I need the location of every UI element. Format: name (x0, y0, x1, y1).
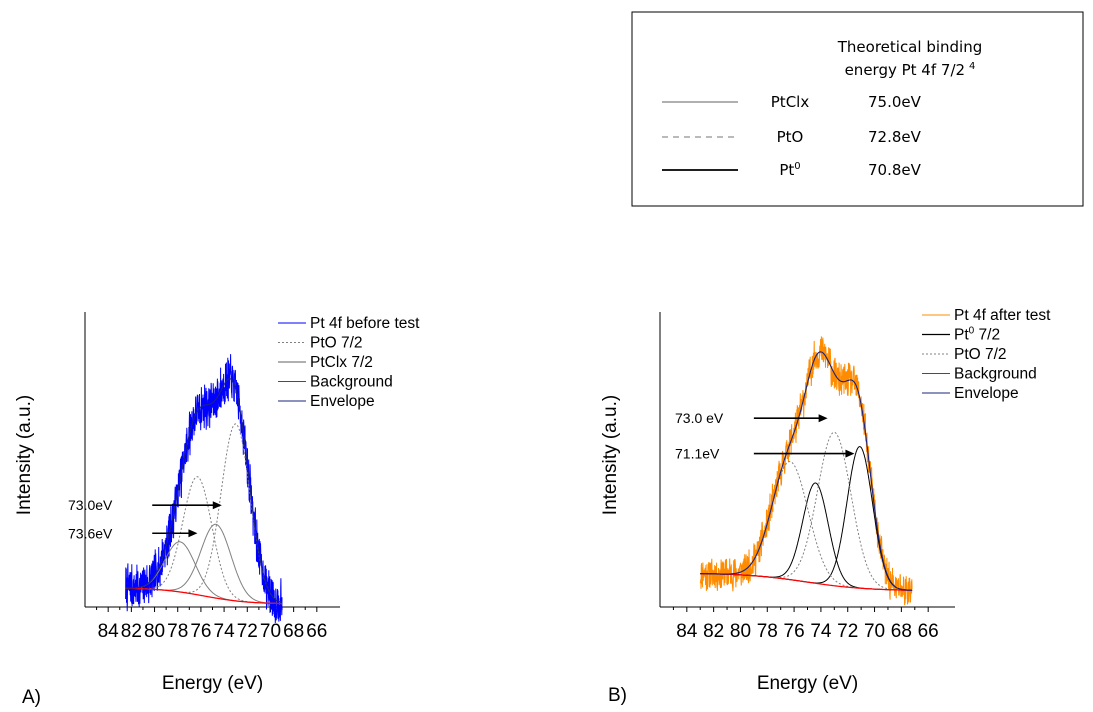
annotation-arrowhead (819, 414, 828, 422)
x-axis-label: Energy (eV) (162, 673, 263, 694)
peak-annotation: 73.0 eV (675, 410, 828, 426)
legend-label: Background (310, 374, 393, 391)
reference-table: Theoretical binding energy Pt 4f 7/2 4 Pt… (632, 12, 1083, 206)
x-ticks: 84 82 80 78 76 74 72 70 68 66 (97, 607, 328, 642)
x-tick-label: 66 (918, 621, 939, 642)
legend-item: Pt0 7/2 (922, 326, 1000, 344)
peak-annotation: 73.0eV (68, 497, 222, 513)
x-tick-label: 72 (237, 621, 258, 642)
legend-label: Envelope (954, 385, 1019, 402)
legend-item: PtClx 7/2 (278, 354, 373, 371)
series-peak-component (700, 447, 912, 591)
legend-item: Pt 4f before test (278, 315, 420, 332)
legend-label: PtClx 7/2 (310, 354, 373, 371)
reference-row: PtO 72.8eV (662, 128, 922, 146)
annotation-label: 71.1eV (675, 446, 720, 462)
legend-label: Pt0 7/2 (954, 326, 1000, 344)
reference-value: 72.8eV (868, 128, 922, 146)
x-tick-label: 78 (757, 621, 778, 642)
legend-label: Envelope (310, 393, 375, 410)
peak-annotation: 71.1eV (675, 446, 854, 462)
legend-item: Envelope (278, 393, 375, 410)
x-tick-label: 66 (306, 621, 327, 642)
reference-label: PtO (777, 128, 804, 146)
panel-label: B) (608, 685, 627, 706)
annotation-label: 73.0eV (68, 497, 113, 513)
legend: Pt 4f before test PtO 7/2 PtClx 7/2 Backgro… (278, 315, 420, 410)
reference-row: Pt0 70.8eV (662, 161, 922, 179)
legend-item: Envelope (922, 385, 1019, 402)
x-tick-label: 68 (891, 621, 912, 642)
annotation-arrowhead (213, 501, 222, 509)
chart-panel-b: 84 82 80 78 76 74 72 70 68 66 Energy (eV) Intensity… (600, 307, 1051, 706)
x-tick-label: 74 (214, 621, 236, 642)
reference-table-title-line1: Theoretical binding (837, 38, 982, 56)
x-tick-label: 78 (167, 621, 188, 642)
x-ticks: 84 82 80 78 76 74 72 70 68 66 (673, 607, 938, 642)
reference-row: PtClx 75.0eV (662, 93, 922, 111)
y-axis-label: Intensity (a.u.) (14, 395, 35, 515)
x-tick-label: 74 (810, 621, 832, 642)
x-tick-label: 76 (784, 621, 805, 642)
annotation-label: 73.0 eV (675, 410, 724, 426)
reference-label: Pt0 (779, 161, 800, 179)
x-tick-label: 82 (121, 621, 142, 642)
series-raw-data (700, 336, 912, 605)
x-tick-label: 84 (98, 621, 120, 642)
series-peak-component (700, 462, 912, 591)
legend-label: Pt 4f after test (954, 307, 1051, 324)
reference-table-title-line2: energy Pt 4f 7/2 4 (845, 61, 976, 79)
series-peak-component (700, 432, 912, 590)
x-tick-label: 70 (864, 621, 885, 642)
x-tick-label: 76 (190, 621, 211, 642)
legend-label: PtO 7/2 (954, 346, 1007, 363)
reference-value: 75.0eV (868, 93, 922, 111)
peak-annotation: 73.6eV (68, 525, 197, 541)
reference-value: 70.8eV (868, 161, 922, 179)
legend-label: PtO 7/2 (310, 335, 363, 352)
legend-item: Pt 4f after test (922, 307, 1051, 324)
legend-item: PtO 7/2 (922, 346, 1007, 363)
legend: Pt 4f after test Pt0 7/2 PtO 7/2 Background… (922, 307, 1051, 402)
x-tick-label: 70 (260, 621, 281, 642)
annotation-arrowhead (845, 450, 854, 458)
x-axis-label: Energy (eV) (757, 673, 858, 694)
chart-panel-a: 84 82 80 78 76 74 72 70 68 66 Energy (eV) Intensity… (14, 312, 420, 708)
y-axis-label: Intensity (a.u.) (600, 395, 621, 515)
x-tick-label: 82 (703, 621, 724, 642)
legend-item: Background (922, 366, 1037, 383)
legend-item: PtO 7/2 (278, 335, 363, 352)
reference-label: PtClx (771, 93, 810, 111)
legend-item: Background (278, 374, 393, 391)
x-tick-label: 80 (144, 621, 165, 642)
annotation-label: 73.6eV (68, 525, 113, 541)
panel-label: A) (22, 687, 41, 708)
legend-label: Pt 4f before test (310, 315, 420, 332)
x-tick-label: 84 (676, 621, 698, 642)
x-tick-label: 68 (283, 621, 304, 642)
x-tick-label: 72 (837, 621, 858, 642)
x-tick-label: 80 (730, 621, 751, 642)
annotation-arrowhead (188, 529, 197, 537)
legend-label: Background (954, 366, 1037, 383)
